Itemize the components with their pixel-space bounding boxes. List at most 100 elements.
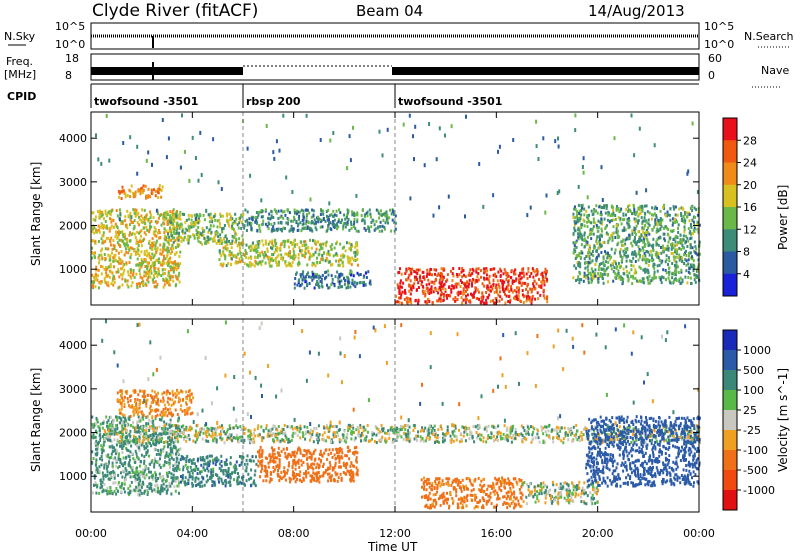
- heatmap-cell: [573, 220, 576, 223]
- heatmap-cell: [470, 292, 472, 296]
- heatmap-cell: [281, 255, 284, 259]
- heatmap-cell: [651, 259, 654, 263]
- heatmap-cell: [172, 468, 175, 472]
- heatmap-cell: [274, 209, 277, 213]
- heatmap-cell: [483, 278, 486, 282]
- heatmap-cell: [129, 491, 132, 495]
- heatmap-cell: [277, 263, 280, 267]
- heatmap-cell: [245, 255, 247, 259]
- heatmap-cell: [150, 225, 153, 229]
- heatmap-cell: [235, 217, 238, 221]
- heatmap-cell: [477, 272, 480, 275]
- heatmap-cell: [120, 273, 122, 277]
- heatmap-cell: [294, 277, 297, 280]
- heatmap-cell: [590, 277, 593, 281]
- heatmap-cell: [585, 239, 588, 243]
- heatmap-cell: [393, 220, 396, 224]
- heatmap-cell: [475, 297, 478, 301]
- heatmap-cell: [528, 274, 531, 278]
- heatmap-cell: [103, 276, 106, 280]
- heatmap-cell: [642, 227, 645, 231]
- heatmap-cell: [129, 211, 132, 215]
- heatmap-cell: [471, 281, 473, 285]
- heatmap-cell: [692, 220, 695, 224]
- heatmap-cell: [545, 270, 548, 274]
- heatmap-cell: [272, 259, 275, 263]
- heatmap-cell: [172, 212, 175, 216]
- heatmap-cell: [628, 237, 631, 241]
- heatmap-cell: [667, 266, 670, 270]
- heatmap-cell: [123, 490, 126, 494]
- heatmap-cell: [103, 463, 106, 467]
- heatmap-cell: [133, 192, 136, 196]
- heatmap-cell: [97, 157, 100, 162]
- heatmap-cell: [121, 430, 124, 434]
- heatmap-cell: [228, 424, 231, 428]
- heatmap-cell: [254, 248, 256, 252]
- heatmap-cell: [669, 236, 672, 240]
- heatmap-cell: [313, 275, 316, 279]
- heatmap-cell: [282, 226, 285, 230]
- heatmap-cell: [333, 284, 336, 288]
- heatmap-cell: [488, 274, 491, 278]
- heatmap-cell: [118, 441, 121, 445]
- heatmap-cell: [574, 249, 577, 253]
- heatmap-cell: [138, 472, 140, 476]
- heatmap-cell: [151, 459, 154, 462]
- heatmap-cell: [357, 427, 360, 431]
- heatmap-cell: [586, 214, 589, 218]
- heatmap-cell: [297, 260, 300, 264]
- heatmap-cell: [221, 251, 224, 255]
- heatmap-cell: [210, 230, 213, 234]
- heatmap-cell: [299, 240, 302, 244]
- heatmap-cell: [99, 439, 102, 442]
- heatmap-cell: [410, 301, 413, 305]
- heatmap-cell: [623, 226, 626, 230]
- heatmap-cell: [686, 245, 689, 248]
- heatmap-cell: [648, 253, 651, 257]
- heatmap-cell: [233, 229, 236, 233]
- heatmap-cell: [304, 226, 307, 230]
- heatmap-cell: [286, 437, 288, 441]
- heatmap-cell: [163, 234, 166, 238]
- heatmap-cell: [309, 252, 311, 256]
- heatmap-cell: [162, 424, 165, 428]
- heatmap-cell: [394, 221, 397, 225]
- heatmap-cell: [348, 256, 351, 260]
- heatmap-cell: [408, 284, 411, 288]
- heatmap-cell: [110, 470, 113, 474]
- heatmap-cell: [296, 262, 299, 266]
- heatmap-cell: [576, 210, 578, 214]
- heatmap-cell: [139, 192, 142, 196]
- heatmap-cell: [283, 242, 286, 246]
- heatmap-cell: [540, 286, 543, 289]
- heatmap-cell: [118, 195, 121, 199]
- heatmap-cell: [342, 264, 345, 268]
- heatmap-cell: [475, 278, 478, 282]
- heatmap-cell: [324, 276, 326, 280]
- heatmap-cell: [98, 471, 101, 475]
- heatmap-cell: [132, 273, 134, 277]
- heatmap-cell: [167, 443, 170, 447]
- heatmap-cell: [196, 219, 199, 222]
- heatmap-cell: [192, 233, 195, 237]
- heatmap-cell: [110, 440, 113, 444]
- heatmap-cell: [272, 225, 275, 229]
- heatmap-cell: [452, 297, 455, 301]
- heatmap-cell: [101, 458, 104, 462]
- heatmap-cell: [136, 420, 139, 424]
- heatmap-cell: [97, 274, 99, 278]
- heatmap-cell: [688, 254, 690, 258]
- heatmap-cell: [645, 257, 648, 261]
- heatmap-cell: [485, 290, 488, 294]
- heatmap-cell: [120, 490, 123, 494]
- heatmap-cell: [115, 443, 118, 447]
- heatmap-cell: [408, 289, 411, 293]
- heatmap-cell: [291, 190, 294, 194]
- heatmap-cell: [417, 299, 420, 303]
- heatmap-cell: [330, 213, 333, 217]
- heatmap-cell: [384, 431, 386, 435]
- heatmap-cell: [246, 146, 249, 151]
- heatmap-cell: [133, 224, 136, 228]
- heatmap-cell: [151, 475, 154, 479]
